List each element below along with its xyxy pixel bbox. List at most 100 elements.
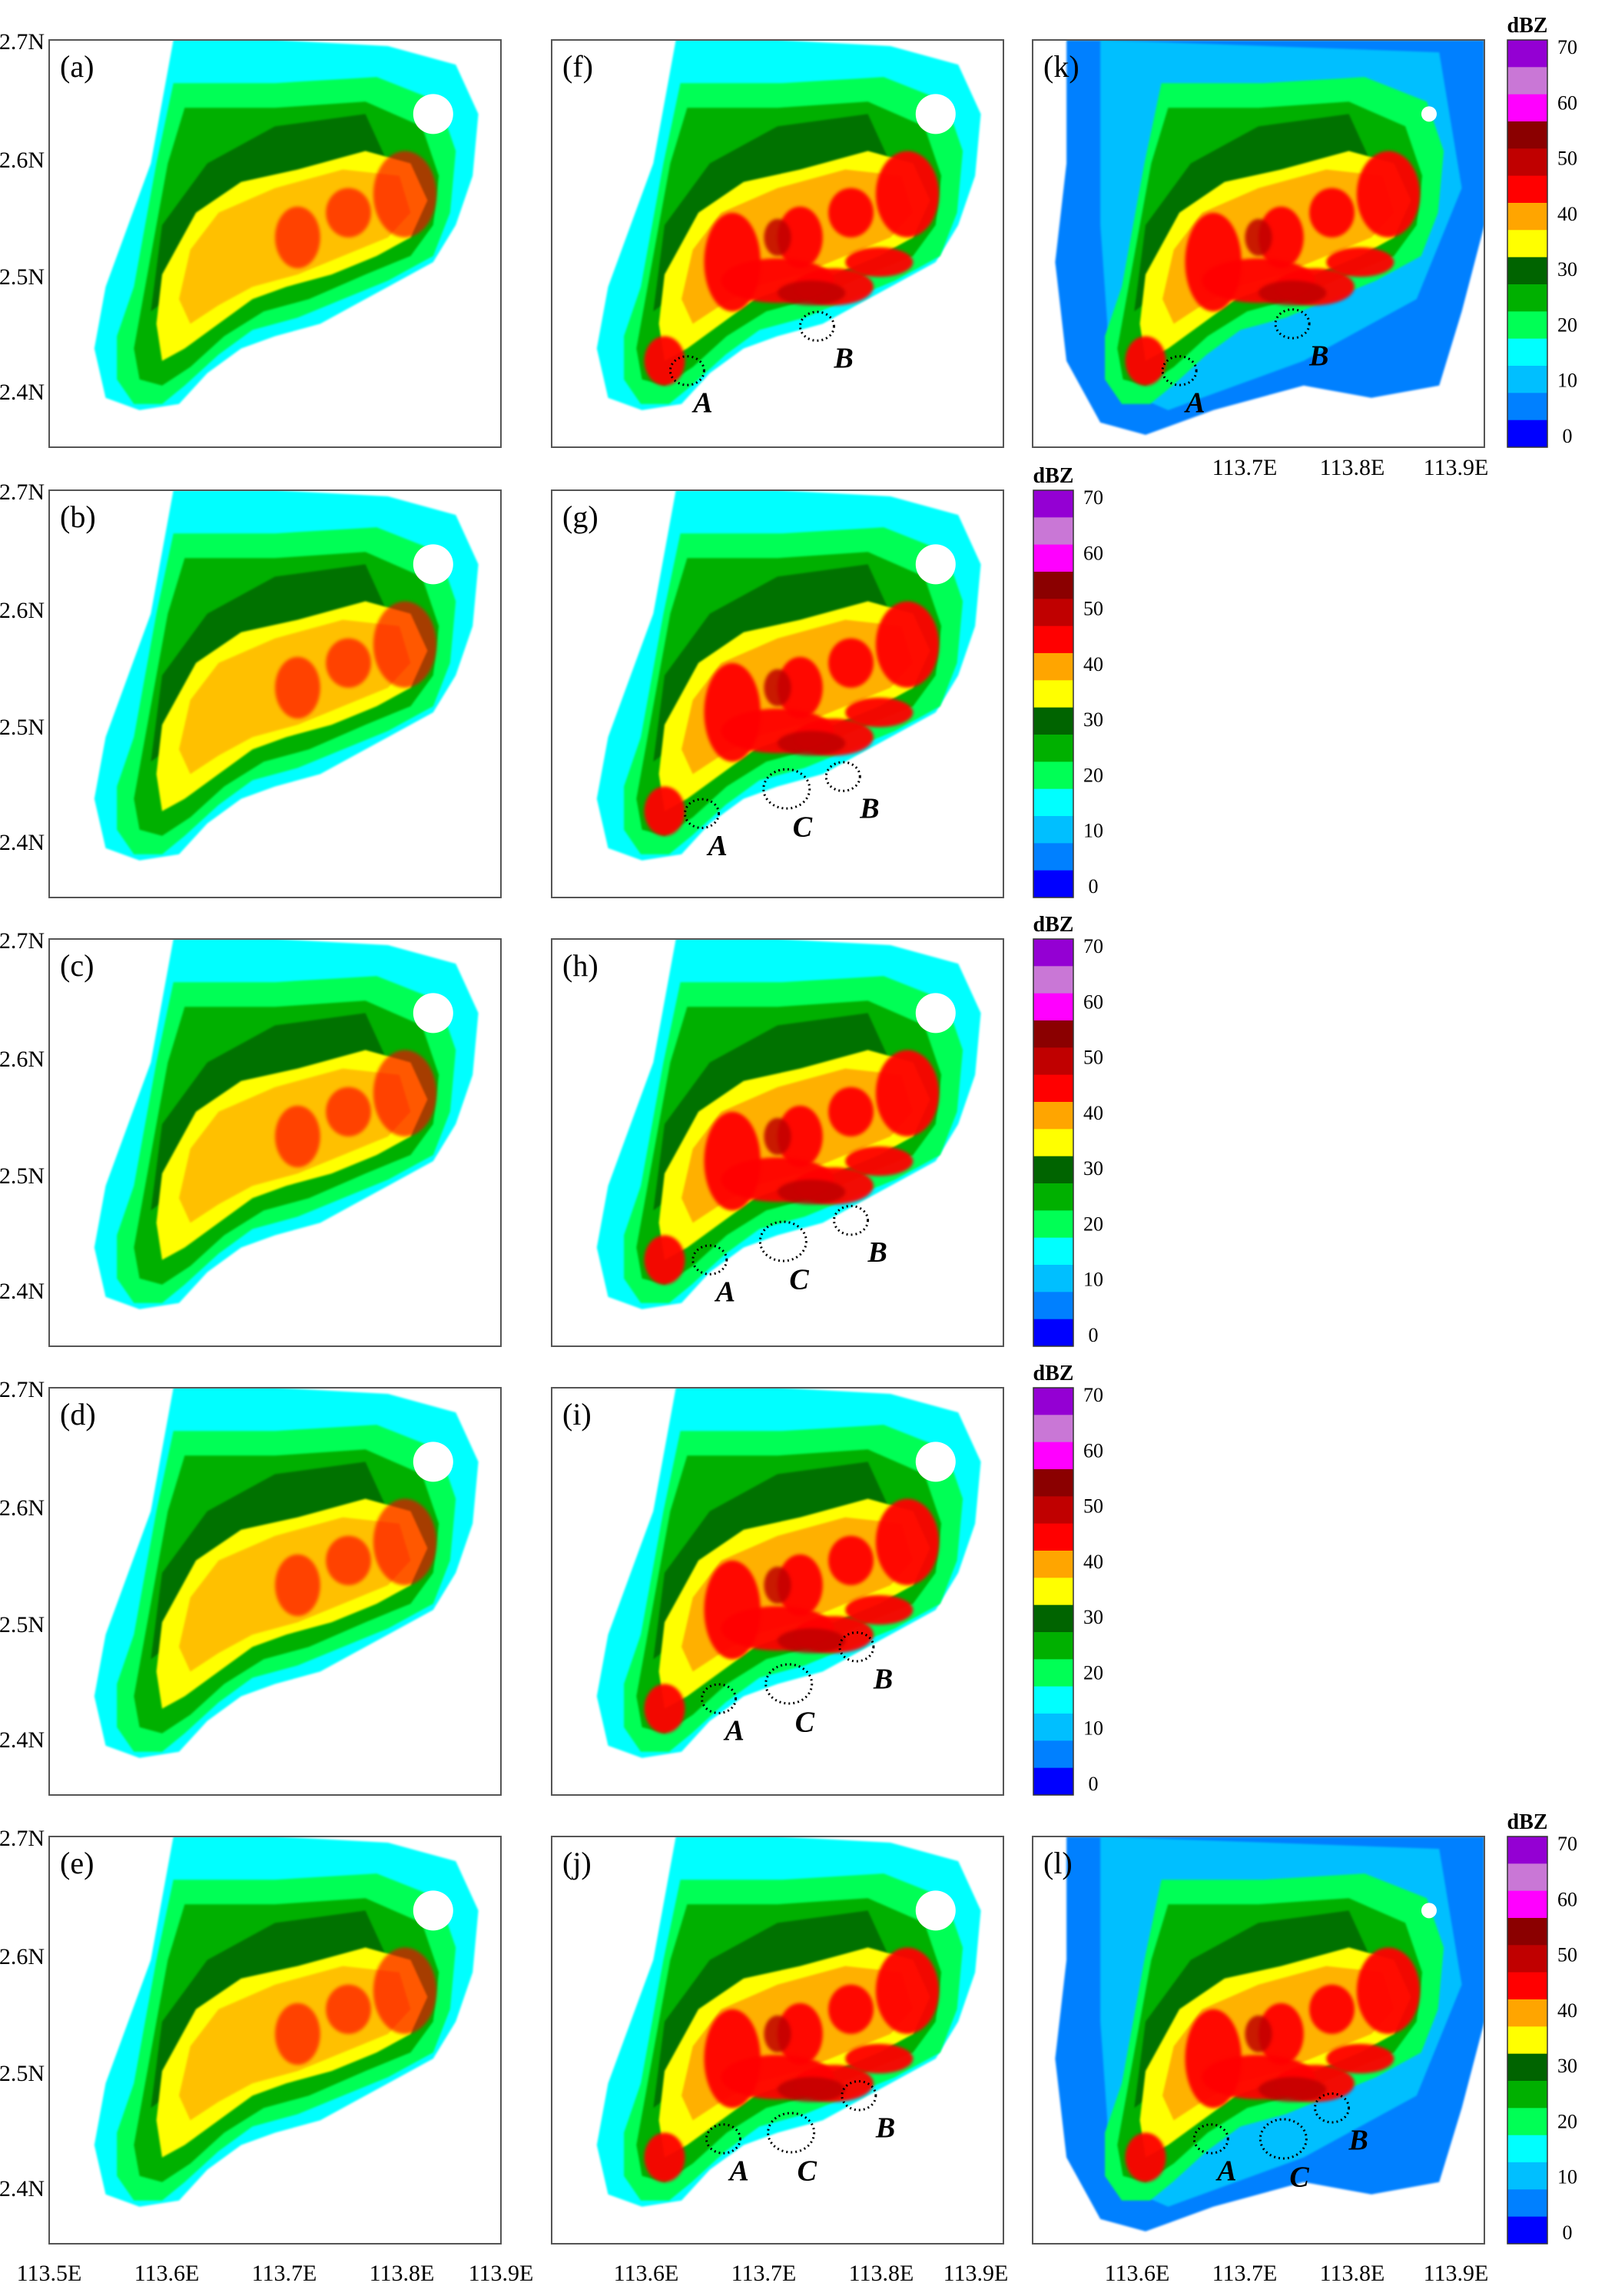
red-core	[1326, 2043, 1394, 2074]
colorbar-tick-label: 50	[1083, 1047, 1103, 1069]
lon-tick-label: 113.8E	[1320, 455, 1385, 480]
colorbar-tick-label: 60	[1083, 542, 1103, 564]
colorbar-segment	[1033, 1319, 1073, 1347]
lon-tick-label: 113.6E	[614, 2261, 679, 2286]
red-core	[1258, 2002, 1304, 2065]
red-core	[778, 2002, 823, 2065]
panel-e: (e)	[48, 1836, 502, 2245]
marker-circle-b	[1274, 308, 1311, 340]
panel-label: (b)	[60, 499, 96, 534]
red-core	[828, 1984, 874, 2034]
panel-label: (a)	[60, 49, 94, 84]
marker-label-a: A	[1184, 387, 1205, 419]
colorbar-segment	[1033, 1156, 1073, 1184]
red-core	[828, 187, 874, 237]
colorbar-segment	[1033, 1129, 1073, 1157]
colorbar-tick-label: 10	[1557, 370, 1577, 392]
dark-red-core	[764, 2015, 791, 2053]
colorbar-tick-label: 40	[1557, 1999, 1577, 2022]
red-core	[704, 1111, 761, 1211]
lat-tick-label: 22.4N	[0, 2176, 45, 2201]
colorbar-tick-label: 70	[1083, 935, 1103, 957]
colorbar-segment	[1507, 1999, 1547, 2027]
reflectivity-field	[94, 40, 479, 410]
colorbar-segment	[1033, 1496, 1073, 1525]
colorbar-segment	[1507, 121, 1547, 149]
red-core	[828, 1535, 874, 1585]
colorbar-tick-label: 60	[1557, 1888, 1577, 1910]
colorbar-segment	[1033, 490, 1073, 518]
lon-tick-label: 113.7E	[731, 2261, 797, 2286]
colorbar-tick-label: 40	[1083, 1551, 1103, 1573]
panel-frame	[551, 938, 1004, 1347]
lon-tick-label: 113.8E	[849, 2261, 914, 2286]
panel-h: A C B (h)	[551, 938, 1004, 1347]
red-core	[373, 601, 437, 688]
panel-g: A C B (g)	[551, 489, 1004, 898]
colorbar-segment	[1507, 338, 1547, 367]
marker-label-b: B	[875, 2112, 895, 2144]
marker-label-b: B	[867, 1236, 887, 1269]
reflectivity-field	[596, 939, 981, 1309]
lat-tick-label: 22.5N	[0, 715, 45, 740]
radar-site-blind-zone	[915, 1890, 956, 1931]
red-core	[275, 1554, 320, 1617]
marker-circle-c	[767, 2112, 816, 2154]
dark-red-core	[764, 1566, 791, 1604]
radar-site-blind-zone	[915, 94, 956, 134]
radar-site-blind-zone	[915, 544, 956, 585]
marker-label-c: C	[795, 1706, 815, 1738]
colorbar-unit: dBZ	[1507, 14, 1548, 38]
radar-site-blind-zone	[413, 1442, 453, 1482]
colorbar-frame	[1033, 938, 1074, 1347]
dark-red-core	[1245, 218, 1272, 257]
colorbar-segment	[1033, 1632, 1073, 1660]
red-core	[778, 1105, 823, 1168]
colorbar: dBZ 70 60 50 40 30 20 10 0	[1033, 913, 1103, 1347]
red-core	[778, 206, 823, 269]
colorbar-tick-label: 0	[1563, 425, 1573, 447]
panel-f: A B (f)	[551, 39, 1004, 448]
colorbar-tick-label: 70	[1083, 486, 1103, 509]
colorbar-segment	[1507, 175, 1547, 204]
reflectivity-field	[94, 490, 479, 861]
colorbar-segment	[1033, 1523, 1073, 1551]
marker-circle-a	[1192, 2123, 1229, 2155]
red-core	[275, 2002, 320, 2065]
dark-red-core	[1258, 280, 1327, 306]
red-core	[1125, 2132, 1166, 2182]
colorbar-segment	[1033, 1102, 1073, 1130]
colorbar-tick-label: 0	[1089, 1324, 1099, 1346]
colorbar-segment	[1507, 2053, 1547, 2082]
colorbar-tick-label: 10	[1083, 820, 1103, 842]
panel-frame	[1032, 1836, 1485, 2245]
red-core	[373, 1498, 437, 1585]
colorbars-layer: dBZ 70 60 50 40 30 20 10 0 dBZ 70 60 50 40 30 20 10 0 dBZ 7…	[1033, 14, 1577, 2245]
panel-label: (g)	[562, 499, 599, 534]
radar-site-blind-zone	[915, 1442, 956, 1482]
reflectivity-field	[596, 40, 981, 410]
marker-label-a: A	[715, 1276, 735, 1309]
red-core	[704, 2009, 761, 2109]
colorbar-segment	[1507, 2162, 1547, 2190]
colorbar-tick-label: 30	[1083, 1606, 1103, 1628]
colorbar-segment	[1507, 230, 1547, 258]
colorbar-segment	[1507, 366, 1547, 393]
colorbar-segment	[1033, 966, 1073, 994]
colorbar-segment	[1033, 1686, 1073, 1714]
red-core	[875, 1947, 940, 2034]
colorbar-segment	[1033, 761, 1073, 790]
marker-circle-c	[764, 1663, 814, 1705]
colorbar-segment	[1033, 870, 1073, 898]
red-core	[1309, 187, 1355, 237]
colorbar-tick-label: 20	[1083, 764, 1103, 786]
lat-tick-label: 22.7N	[0, 479, 45, 505]
lon-tick-label: 113.9E	[943, 2261, 1009, 2286]
red-core	[644, 1235, 685, 1285]
colorbar: dBZ 70 60 50 40 30 20 10 0	[1507, 1810, 1577, 2245]
panel-label: (k)	[1043, 49, 1079, 84]
lat-tick-label: 22.4N	[0, 1279, 45, 1304]
panel-label: (c)	[60, 948, 94, 983]
lon-tick-label: 113.9E	[1424, 2261, 1489, 2286]
